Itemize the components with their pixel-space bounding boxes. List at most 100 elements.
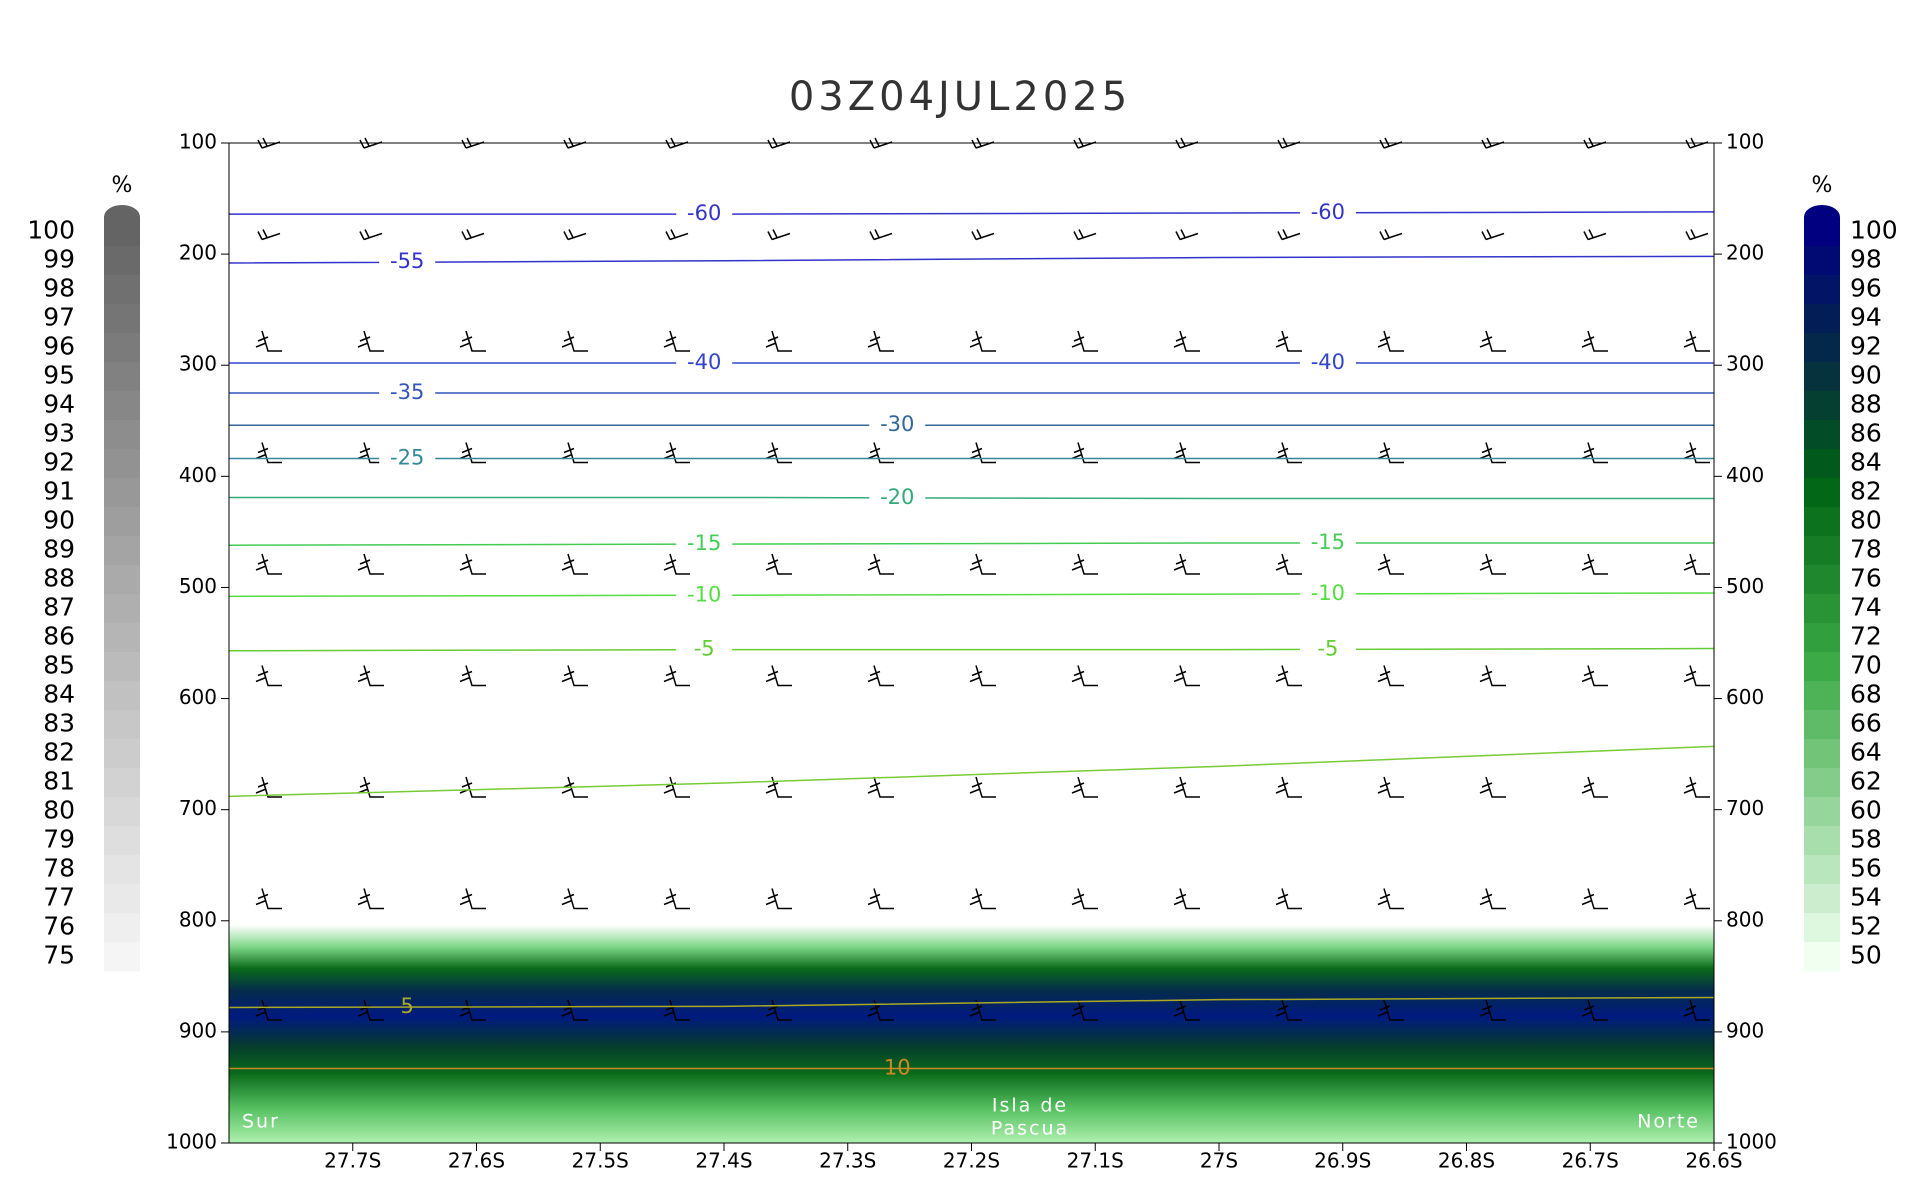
colorbar-swatch [104, 304, 140, 334]
colorbar-swatch [1804, 536, 1840, 566]
wind-barb [867, 553, 894, 575]
x-tick-label: 26.7S [1562, 1149, 1619, 1173]
wind-barb [257, 229, 281, 241]
colorbar-label: 70 [1850, 651, 1882, 680]
colorbar-label: 90 [43, 506, 75, 535]
wind-barb [765, 553, 792, 575]
contour-label-bg [1299, 201, 1356, 224]
colorbar-label: 50 [1850, 941, 1882, 970]
contour-label-bg [869, 486, 926, 509]
colorbar-swatch [104, 652, 140, 682]
colorbar-swatch [104, 942, 140, 972]
wind-barb [459, 442, 486, 464]
wind-barb [663, 330, 690, 352]
wind-barb [767, 229, 791, 241]
wind-barb [869, 229, 893, 241]
wind-barb [969, 999, 996, 1021]
colorbar-swatch [1804, 275, 1840, 305]
wind-barb [1479, 999, 1506, 1021]
chart-title: 03Z04JUL2025 [789, 74, 1131, 120]
colorbar-swatch [104, 536, 140, 566]
colorbar-label: 100 [1850, 216, 1898, 245]
contour-label: -60 [687, 201, 721, 225]
contour-line [228, 592, 1715, 598]
y-tick-label: 100 [179, 130, 217, 154]
colorbar-swatch [104, 884, 140, 914]
colorbar-label: 80 [1850, 506, 1882, 535]
humidity-field [229, 925, 1714, 1143]
wind-barb [663, 888, 690, 910]
colorbar-swatch [1804, 391, 1840, 421]
wind-barb [459, 888, 486, 910]
colorbar-swatch [1804, 710, 1840, 740]
contour-label: 5 [401, 994, 414, 1018]
colorbar-swatch [1804, 855, 1840, 885]
colorbar-swatch [1804, 768, 1840, 798]
contour-label: -10 [1311, 581, 1345, 605]
contour-label-bg [1299, 352, 1356, 374]
wind-barb [1479, 888, 1506, 910]
colorbar-unit: % [1812, 173, 1833, 198]
wind-barb [255, 553, 282, 575]
contour-label-bg [676, 584, 733, 607]
colorbar-label: 98 [43, 274, 75, 303]
wind-barb [359, 229, 383, 241]
y-tick-label: 400 [179, 463, 217, 487]
wind-barb [1275, 553, 1302, 575]
colorbar-label: 60 [1850, 796, 1882, 825]
wind-barb [969, 776, 996, 798]
y-tick-label: 300 [179, 352, 217, 376]
colorbar-label: 92 [43, 448, 75, 477]
colorbar-label: 52 [1850, 912, 1882, 941]
wind-barb [1275, 999, 1302, 1021]
colorbar-label: 76 [43, 912, 75, 941]
colorbar-label: 81 [43, 767, 75, 796]
colorbar-label: 74 [1850, 593, 1882, 622]
colorbar-label: 95 [43, 361, 75, 390]
colorbar-swatch [1804, 478, 1840, 508]
colorbar-swatch [104, 913, 140, 943]
wind-barb [357, 665, 384, 687]
y2-tick-label: 700 [1726, 796, 1764, 820]
annotation: Isla de [992, 1095, 1068, 1117]
colorbar-label: 90 [1850, 361, 1882, 390]
wind-barb [765, 999, 792, 1021]
colorbar-label: 88 [43, 564, 75, 593]
colorbar-swatch [1804, 449, 1840, 479]
contour-line [228, 647, 1715, 652]
wind-barb [1071, 665, 1098, 687]
colorbar-label: 75 [43, 941, 75, 970]
colorbar-swatch [1804, 826, 1840, 856]
colorbar-swatch [104, 246, 140, 276]
wind-barb [1479, 442, 1506, 464]
contour-label-bg [379, 447, 436, 470]
colorbar-label: 84 [1850, 448, 1882, 477]
contour-label: -5 [1317, 636, 1338, 660]
wind-barb [663, 665, 690, 687]
colorbar-label: 91 [43, 477, 75, 506]
wind-barb [1275, 442, 1302, 464]
colorbar-label: 96 [43, 332, 75, 361]
y-tick-label: 1000 [166, 1130, 217, 1154]
contour-label: -35 [390, 380, 424, 404]
colorbar-label: 66 [1850, 709, 1882, 738]
wind-barb [1173, 330, 1200, 352]
x-tick-label: 27.2S [943, 1149, 1000, 1173]
contour-line [229, 211, 1715, 215]
colorbar-swatch [1804, 565, 1840, 595]
wind-barb [969, 330, 996, 352]
colorbar-label: 89 [43, 535, 75, 564]
colorbar-label: 94 [43, 390, 75, 419]
wind-barb [969, 553, 996, 575]
colorbar-swatch [1804, 652, 1840, 682]
wind-barb [1073, 229, 1097, 241]
colorbar-swatch [1804, 681, 1840, 711]
wind-barb [255, 330, 282, 352]
wind-barb [765, 442, 792, 464]
colorbar-label: 86 [1850, 419, 1882, 448]
colorbar-label: 56 [1850, 854, 1882, 883]
wind-barb [867, 442, 894, 464]
y2-tick-label: 800 [1726, 907, 1764, 931]
contour-line [228, 542, 1714, 546]
colorbar-swatch [104, 449, 140, 479]
